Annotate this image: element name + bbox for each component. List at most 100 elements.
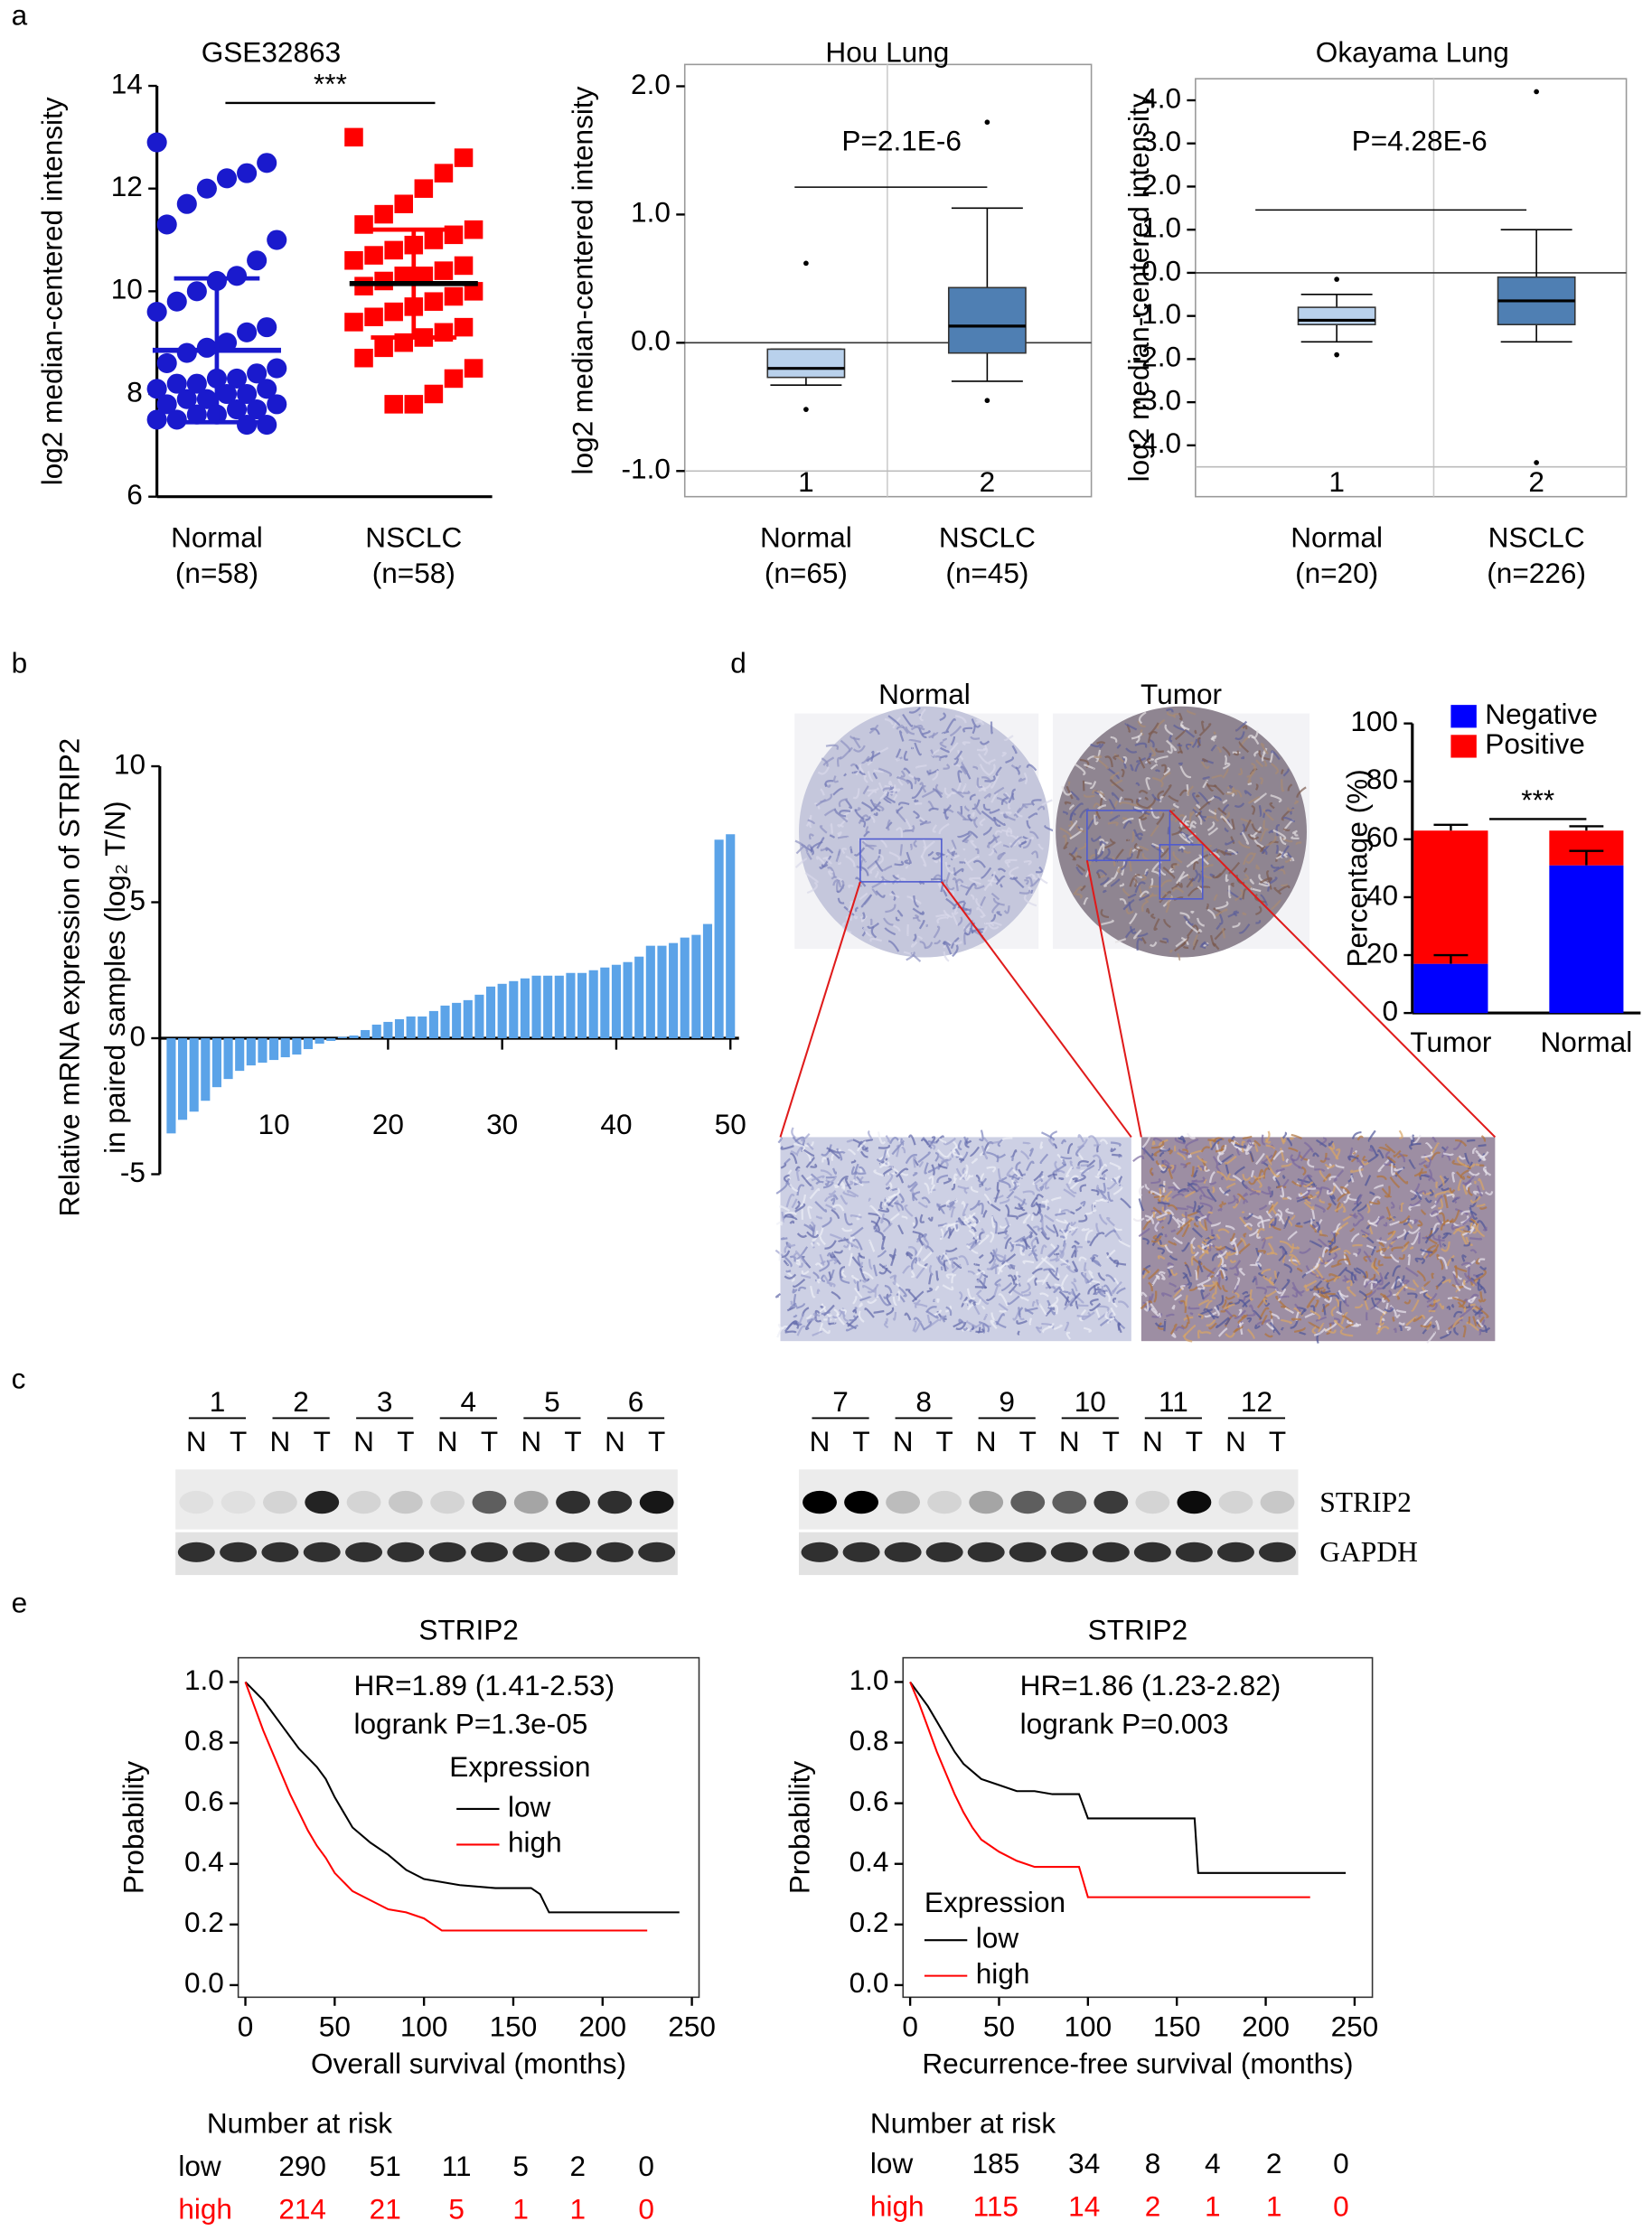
error-bar [1433, 953, 1469, 964]
tissue-texture [1191, 1227, 1203, 1238]
tissue-texture [1080, 1163, 1090, 1167]
tissue-texture [1186, 709, 1197, 716]
lane-letter: T [314, 1425, 331, 1457]
tissue-texture [1291, 1133, 1302, 1139]
tissue-texture [1393, 1327, 1397, 1334]
tissue-texture [1315, 1221, 1320, 1233]
tissue-texture [1142, 1293, 1154, 1306]
tissue-texture [1220, 1266, 1228, 1271]
tissue-texture [1420, 1323, 1432, 1328]
tissue-texture [1231, 818, 1235, 830]
tissue-texture [1216, 923, 1222, 931]
tissue-texture [1204, 1219, 1208, 1232]
tissue-texture [1249, 1263, 1259, 1267]
tissue-texture [1163, 1159, 1170, 1166]
tissue-texture [778, 1251, 782, 1261]
tissue-texture [1175, 728, 1187, 741]
tissue-texture [855, 764, 861, 776]
tissue-texture [1157, 1241, 1169, 1247]
tissue-texture [1133, 829, 1142, 840]
tissue-texture [1193, 1222, 1199, 1228]
tissue-texture [1316, 1139, 1328, 1148]
tissue-texture [831, 1204, 845, 1212]
tissue-texture [918, 816, 925, 821]
tissue-texture [1313, 1292, 1321, 1298]
tissue-texture [1242, 1298, 1252, 1308]
tissue-texture [905, 866, 909, 869]
tissue-texture [873, 769, 884, 773]
tissue-texture [1253, 792, 1267, 804]
tissue-texture [1081, 1311, 1095, 1321]
tissue-texture [1048, 1139, 1056, 1148]
tissue-texture [868, 860, 883, 874]
tissue-texture [1265, 1210, 1272, 1219]
tissue-texture [1159, 890, 1171, 904]
tissue-texture [1104, 1230, 1117, 1238]
tissue-texture [1201, 1331, 1212, 1335]
tissue-texture [1229, 1237, 1237, 1244]
blot-gapdh [799, 1532, 1299, 1576]
tissue-texture [1198, 1212, 1213, 1225]
tissue-texture [1149, 738, 1155, 748]
tissue-texture [991, 840, 1002, 852]
tissue-texture [912, 1230, 924, 1237]
tissue-texture [983, 1193, 992, 1205]
tissue-texture [844, 1177, 852, 1190]
point [156, 352, 177, 373]
tissue-texture [1072, 855, 1083, 861]
tissue-texture [1088, 1270, 1094, 1279]
tissue-texture [870, 750, 875, 762]
tissue-texture [1251, 823, 1262, 833]
tissue-texture [867, 1298, 878, 1305]
tissue-texture [1063, 1297, 1075, 1311]
tissue-texture [945, 872, 951, 886]
tissue-texture [815, 1180, 824, 1186]
tissue-texture [1049, 1130, 1058, 1139]
tissue-texture [1101, 1168, 1109, 1176]
tissue-texture [1246, 1317, 1253, 1323]
tissue-texture [790, 1152, 798, 1165]
tissue-texture [1480, 1135, 1487, 1142]
point [464, 282, 483, 301]
tissue-texture [1439, 1175, 1445, 1186]
tissue-texture [1112, 1185, 1123, 1195]
tissue-texture [941, 730, 950, 735]
tissue-texture [1452, 1226, 1465, 1235]
tissue-texture [946, 848, 958, 855]
tissue-texture [1083, 1326, 1093, 1334]
tissue-texture [1421, 1208, 1427, 1215]
tissue-texture [1038, 1303, 1047, 1316]
tissue-texture [1106, 1216, 1115, 1227]
tissue-texture [953, 906, 959, 915]
tissue-texture [1425, 1321, 1432, 1330]
tissue-texture [1436, 1253, 1441, 1261]
band [303, 1542, 341, 1562]
tissue-texture [992, 1249, 1005, 1262]
tissue-texture [1287, 1196, 1292, 1201]
risk-row-label: high [870, 2189, 925, 2222]
tissue-texture [842, 1191, 857, 1198]
tissue-texture [828, 1271, 832, 1281]
band [470, 1542, 508, 1562]
tissue-texture [960, 765, 967, 775]
tissue-texture [926, 1310, 939, 1319]
tissue-texture [1218, 1186, 1229, 1196]
tissue-texture [1475, 1163, 1480, 1167]
tissue-texture [1131, 831, 1135, 843]
tissue-texture [1300, 1308, 1306, 1316]
tissue-texture [1179, 765, 1192, 779]
y-tick-label: 20 [1366, 936, 1398, 969]
band [388, 1490, 423, 1514]
tissue-texture [1234, 1277, 1241, 1290]
blot-strip [799, 1469, 1299, 1530]
tissue-texture [1153, 1290, 1158, 1303]
tissue-texture [896, 874, 900, 878]
tissue-texture [1358, 1289, 1368, 1301]
tissue-texture [1367, 1154, 1379, 1163]
tissue-texture [1200, 761, 1210, 769]
tissue-texture [1195, 1215, 1201, 1222]
tissue-texture [1403, 1232, 1410, 1241]
tissue-texture [1442, 1243, 1447, 1248]
tissue-texture [1428, 1309, 1436, 1313]
tissue-texture [905, 824, 915, 832]
